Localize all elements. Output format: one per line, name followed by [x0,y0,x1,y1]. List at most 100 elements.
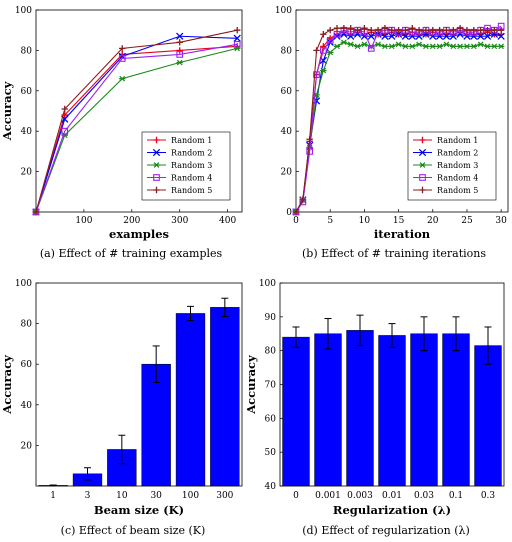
x-tick-label: 10 [116,491,128,501]
error-bar-10 [118,434,126,465]
data-point [435,32,444,40]
x-tick-label: 15 [393,216,405,226]
legend-entry: Random 3 [437,161,478,170]
data-point [320,67,327,74]
data-point [429,27,436,34]
data-point [381,24,389,32]
bar-300 [210,307,240,487]
error-bar-0-003 [356,314,364,347]
data-point [326,36,334,44]
error-bar-300 [221,297,229,317]
series-random-2 [292,30,505,216]
chart-effect-of-beam-size: 20 40 60 80 100 1 3 10 30 100 300 Beam size (K) Accu… [0,279,243,537]
data-point [368,27,375,34]
x-tick-label: 20 [427,216,439,226]
y-tick-label: 100 [275,6,292,16]
data-point [306,136,313,143]
data-point [450,43,457,50]
data-point [233,40,241,48]
legend-marker [153,174,160,181]
data-point [347,24,354,32]
data-point [347,32,355,40]
y-tick-label: 40 [21,401,33,411]
y-tick-label: 100 [15,6,32,16]
chart-effect-of-regularization: 40 50 60 70 80 90 100 0 0.001 0.003 0.01 0.03 0.1 0.3… [244,279,505,537]
legend-marker [152,148,161,157]
legend-marker [419,136,426,144]
data-point [395,41,402,48]
y-tick-label: 40 [281,127,293,137]
caption: (a) Effect of # training examples [40,247,223,260]
data-point [436,27,443,34]
bar-100 [175,313,206,487]
y-tick-label: 20 [21,441,33,451]
data-point [340,30,348,38]
legend-entry: Random 4 [437,174,478,183]
data-point [306,148,314,155]
y-axis-label: Accuracy [0,355,14,415]
data-point [361,24,368,32]
y-tick-label: 0 [286,208,292,218]
y-tick-label: 80 [281,46,293,56]
error-bar-0-03 [420,316,428,352]
data-point [119,75,126,82]
x-tick-label: 0.003 [347,491,373,501]
bar-0-03 [410,333,438,487]
y-tick-label: 100 [15,279,32,289]
legend-marker [419,174,426,181]
series-random-3 [292,39,505,215]
caption: (b) Effect of # training iterations [302,247,486,260]
data-point [401,32,410,40]
x-tick-label: 300 [171,216,188,226]
legend-entry: Random 1 [171,136,212,145]
y-tick-label: 20 [281,168,293,178]
data-point [367,32,375,40]
legend-marker [153,136,160,144]
x-tick-label: 0.03 [414,491,434,501]
data-point [463,27,471,34]
data-point [449,32,457,40]
y-tick-label: 50 [265,448,277,458]
y-tick-label: 70 [265,381,277,391]
x-tick-label: 1 [50,491,56,501]
error-bar-1 [49,484,57,487]
data-point [442,32,451,40]
data-point [326,27,334,34]
data-point [456,43,464,50]
data-point [61,105,68,113]
x-axis-label: Regularization (λ) [333,503,451,517]
data-point [374,27,382,34]
y-tick-label: 60 [265,414,277,424]
error-bar-30 [152,345,160,383]
caption: (c) Effect of beam size (K) [61,524,206,537]
bar-30 [141,363,171,487]
data-point [118,55,126,62]
data-point [476,32,485,40]
data-point [367,45,375,52]
data-point [470,27,478,34]
y-tick-label: 60 [21,87,33,97]
data-point [361,41,368,48]
data-point [483,32,492,40]
error-bar-0-1 [452,316,460,352]
data-point [388,27,395,34]
plot-frame [35,9,243,213]
data-point [292,208,300,216]
data-point [233,34,241,42]
data-point [484,43,491,50]
data-point [408,32,416,40]
data-point [409,24,416,32]
bar-0 [282,336,310,487]
legend-entry: Random 1 [437,136,478,145]
data-point [436,43,443,50]
data-point [463,43,471,50]
x-tick-label: 30 [495,216,507,226]
data-point [388,43,395,50]
data-point [340,24,348,32]
bar-0-1 [442,333,470,487]
data-point [333,32,341,40]
x-tick-label: 0.01 [382,491,402,501]
series-line-random-4 [35,43,238,213]
data-point [450,27,457,34]
